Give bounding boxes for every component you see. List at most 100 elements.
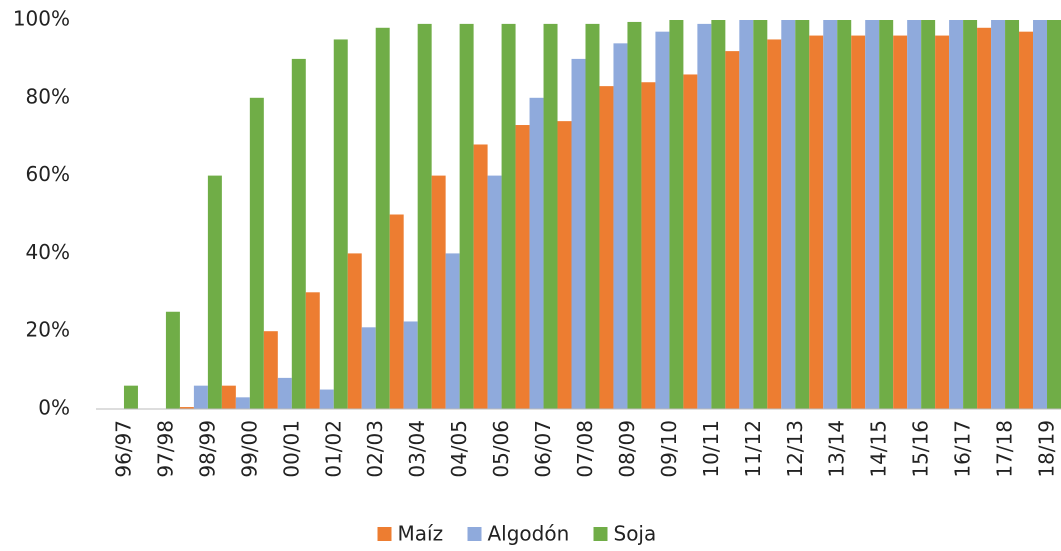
bar	[809, 35, 824, 410]
x-tick-label: 97/98	[153, 420, 177, 478]
bar	[907, 20, 922, 409]
bar	[515, 125, 530, 409]
x-tick-label: 02/03	[363, 420, 387, 478]
bar	[725, 51, 740, 410]
bar	[865, 20, 880, 409]
x-tick-label: 03/04	[405, 420, 429, 478]
x-tick-label: 06/07	[531, 420, 555, 478]
legend-swatch	[467, 527, 482, 541]
bar	[711, 20, 726, 409]
x-tick-label: 15/16	[909, 420, 933, 478]
y-tick-label: 40%	[26, 240, 70, 264]
x-tick-label: 14/15	[867, 420, 891, 478]
bar	[781, 20, 796, 409]
bar	[417, 23, 432, 409]
x-tick-label: 18/19	[1035, 420, 1059, 478]
bar	[431, 175, 446, 409]
y-tick-label: 60%	[26, 162, 70, 186]
bar	[473, 144, 488, 410]
bar	[501, 23, 516, 409]
bar	[935, 35, 950, 410]
x-tick-label: 98/99	[195, 420, 219, 478]
bar	[1005, 20, 1020, 409]
bar	[263, 331, 278, 409]
bar	[823, 20, 838, 409]
bar	[879, 20, 894, 409]
bar	[375, 27, 390, 410]
x-tick-label: 01/02	[321, 420, 345, 478]
bar	[305, 292, 320, 409]
x-tick-label: 00/01	[279, 420, 303, 478]
bar	[893, 35, 908, 410]
bar	[795, 20, 810, 409]
bar	[389, 214, 404, 409]
bar	[179, 407, 194, 409]
x-tick-label: 10/11	[699, 420, 723, 478]
y-tick-label: 0%	[38, 396, 70, 420]
bar	[193, 385, 208, 409]
x-tick-label: 96/97	[111, 420, 135, 478]
bar	[333, 39, 348, 409]
bar	[683, 74, 698, 410]
bar	[361, 327, 376, 409]
bar	[277, 377, 292, 409]
bar	[235, 397, 250, 409]
legend-label: Algodón	[488, 522, 570, 546]
bar	[977, 27, 992, 410]
bar	[123, 385, 138, 409]
bar	[543, 23, 558, 409]
bar	[529, 97, 544, 410]
bar	[1019, 31, 1034, 409]
x-tick-label: 05/06	[489, 420, 513, 478]
bar	[207, 175, 222, 409]
x-tick-label: 17/18	[993, 420, 1017, 478]
bar	[445, 253, 460, 409]
bar	[585, 23, 600, 409]
bar	[991, 20, 1006, 409]
legend-swatch	[377, 527, 392, 541]
x-tick-label: 13/14	[825, 420, 849, 478]
x-tick-label: 11/12	[741, 420, 765, 478]
bar	[557, 121, 572, 409]
bar	[627, 21, 642, 409]
y-tick-label: 80%	[26, 84, 70, 108]
bar	[641, 82, 656, 410]
bar	[165, 311, 180, 409]
bar	[403, 321, 418, 409]
x-tick-label: 07/08	[573, 420, 597, 478]
bar	[739, 20, 754, 409]
bar	[487, 175, 502, 409]
legend-swatch	[593, 527, 608, 541]
bar	[921, 20, 936, 409]
bar	[599, 86, 614, 409]
y-tick-label: 100%	[13, 7, 70, 31]
bar	[571, 58, 586, 410]
bar	[669, 20, 684, 409]
bar	[221, 385, 236, 409]
bar	[1033, 20, 1048, 409]
x-tick-label: 04/05	[447, 420, 471, 478]
y-tick-label: 20%	[26, 318, 70, 342]
bar	[697, 23, 712, 409]
bar	[319, 389, 334, 409]
bar	[613, 43, 628, 410]
legend-label: Maíz	[398, 522, 444, 546]
legend-label: Soja	[614, 522, 657, 546]
x-tick-label: 08/09	[615, 420, 639, 478]
bar	[837, 20, 852, 409]
x-tick-label: 99/00	[237, 420, 261, 478]
x-tick-label: 09/10	[657, 420, 681, 478]
bar	[949, 20, 964, 409]
bar	[347, 253, 362, 409]
x-tick-label: 12/13	[783, 420, 807, 478]
bar	[249, 97, 264, 410]
bar	[655, 31, 670, 409]
bar	[1047, 20, 1061, 409]
bar	[851, 35, 866, 410]
bar	[753, 20, 768, 409]
x-tick-label: 16/17	[951, 420, 975, 478]
bar	[291, 58, 306, 410]
bar	[767, 39, 782, 409]
bar	[963, 20, 978, 409]
